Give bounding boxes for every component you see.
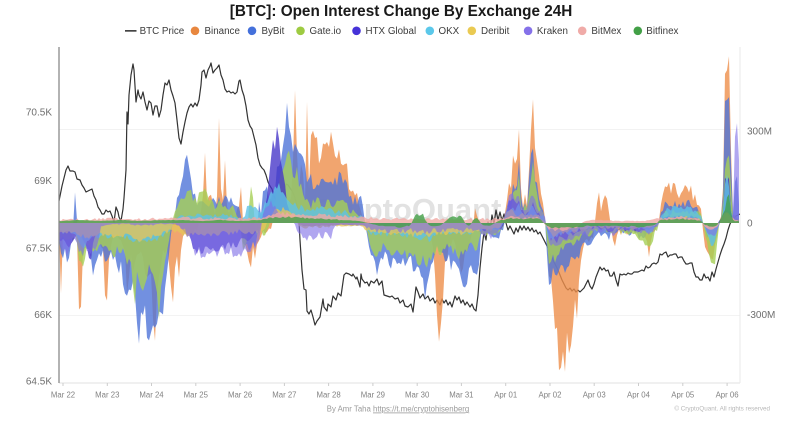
svg-text:ByBit: ByBit bbox=[262, 26, 285, 37]
svg-text:Gate.io: Gate.io bbox=[310, 26, 342, 37]
svg-text:HTX Global: HTX Global bbox=[366, 26, 417, 37]
svg-text:Binance: Binance bbox=[205, 26, 241, 37]
svg-text:Mar 29: Mar 29 bbox=[361, 391, 385, 400]
svg-text:BTC Price: BTC Price bbox=[140, 26, 185, 37]
svg-text:Mar 30: Mar 30 bbox=[405, 391, 430, 400]
svg-text:Apr 03: Apr 03 bbox=[583, 391, 606, 400]
svg-text:Mar 24: Mar 24 bbox=[139, 391, 164, 400]
svg-text:Deribit: Deribit bbox=[481, 26, 510, 37]
svg-text:-300M: -300M bbox=[747, 310, 775, 321]
svg-text:67.5K: 67.5K bbox=[26, 244, 52, 255]
svg-text:Bitfinex: Bitfinex bbox=[646, 26, 678, 37]
svg-text:Mar 25: Mar 25 bbox=[184, 391, 209, 400]
svg-text:OKX: OKX bbox=[439, 26, 460, 37]
svg-text:69K: 69K bbox=[34, 176, 52, 187]
svg-text:Mar 28: Mar 28 bbox=[316, 391, 340, 400]
svg-text:Mar 23: Mar 23 bbox=[95, 391, 119, 400]
svg-text:Mar 22: Mar 22 bbox=[51, 391, 75, 400]
svg-text:Mar 31: Mar 31 bbox=[449, 391, 473, 400]
svg-text:Kraken: Kraken bbox=[537, 26, 568, 37]
svg-text:BitMex: BitMex bbox=[591, 26, 621, 37]
svg-text:300M: 300M bbox=[747, 127, 772, 138]
svg-text:By Amr Taha https://t.me/crypt: By Amr Taha https://t.me/cryptohisenberg bbox=[327, 405, 469, 414]
svg-text:© CryptoQuant. All rights rese: © CryptoQuant. All rights reserved bbox=[674, 405, 770, 413]
svg-text:0: 0 bbox=[747, 219, 753, 230]
svg-text:[BTC]: Open Interest Change By: [BTC]: Open Interest Change By Exchange … bbox=[230, 3, 573, 20]
svg-text:Mar 26: Mar 26 bbox=[228, 391, 252, 400]
svg-text:Apr 02: Apr 02 bbox=[539, 391, 562, 400]
svg-text:64.5K: 64.5K bbox=[26, 377, 52, 388]
svg-text:70.5K: 70.5K bbox=[26, 108, 52, 119]
svg-text:Mar 27: Mar 27 bbox=[272, 391, 296, 400]
svg-text:66K: 66K bbox=[34, 310, 52, 321]
svg-text:Apr 01: Apr 01 bbox=[494, 391, 517, 400]
svg-text:Apr 05: Apr 05 bbox=[671, 391, 695, 400]
svg-text:Apr 04: Apr 04 bbox=[627, 391, 651, 400]
svg-text:Apr 06: Apr 06 bbox=[716, 391, 739, 400]
